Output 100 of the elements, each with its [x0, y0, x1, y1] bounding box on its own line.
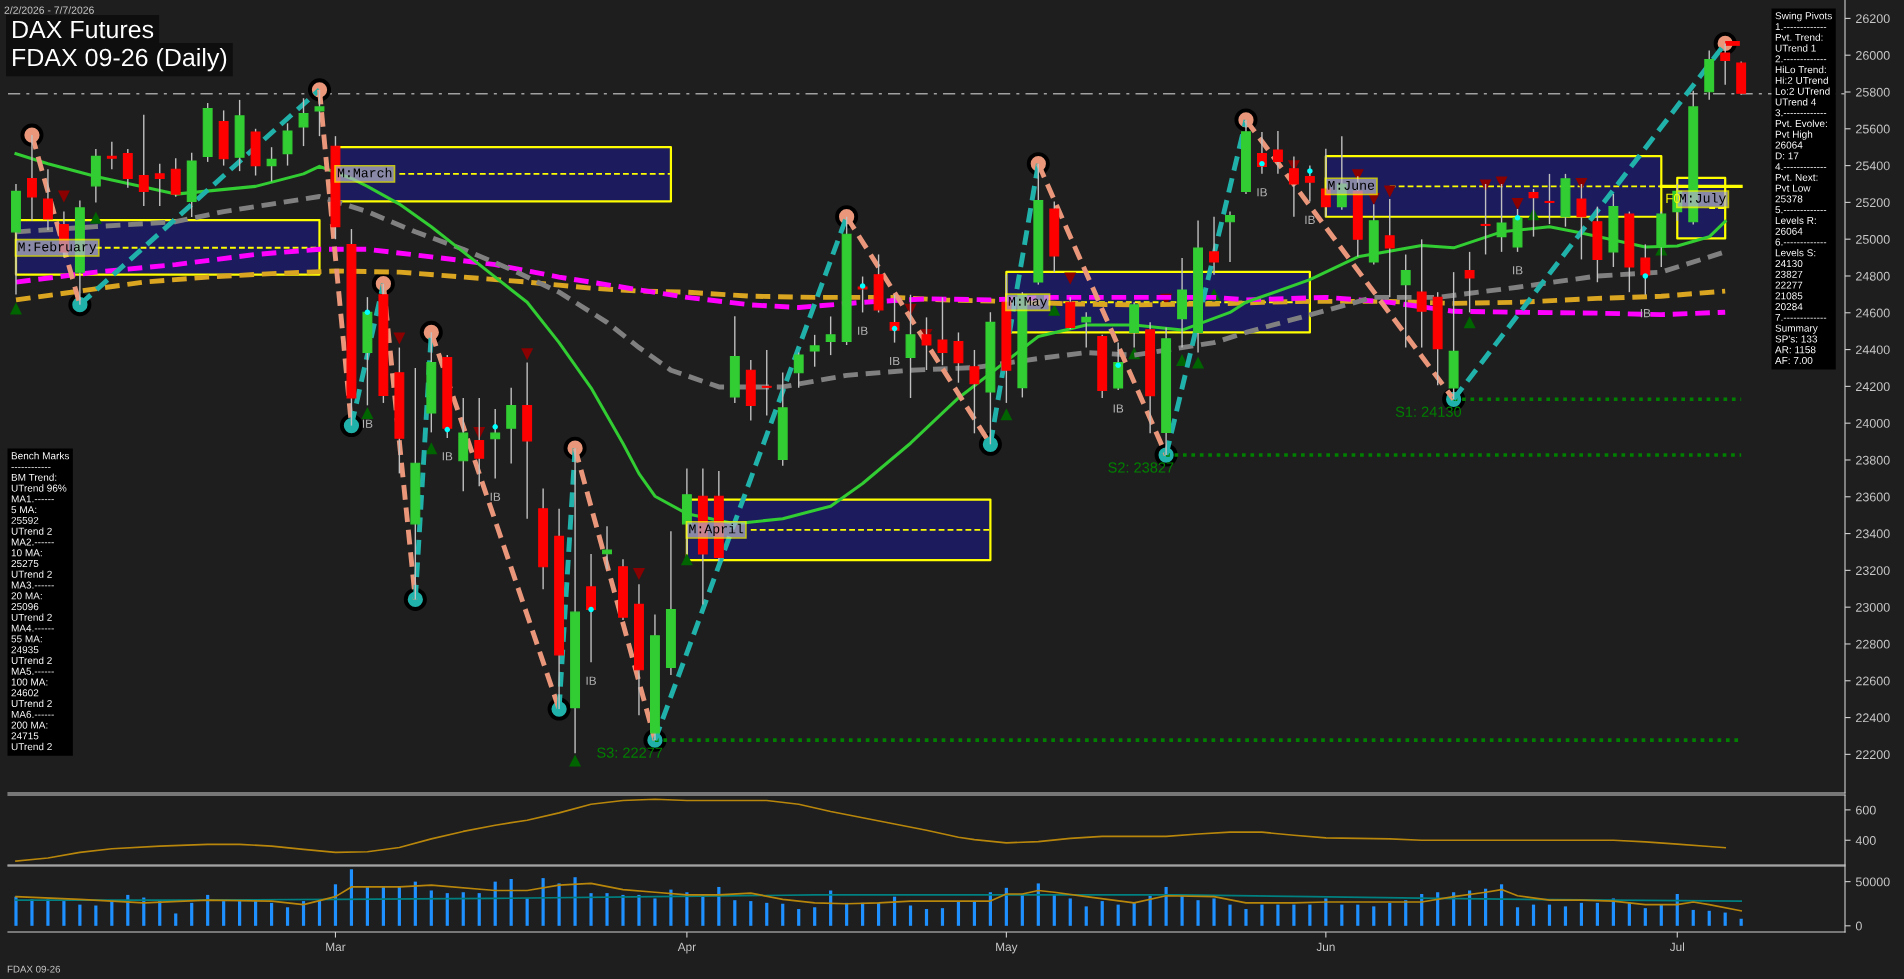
candlestick [138, 114, 149, 207]
x-tick-label: Jul [1669, 942, 1685, 952]
series-label: M:March [337, 167, 392, 178]
x-tick-label: Apr [677, 942, 696, 954]
line-series [15, 882, 1743, 912]
bar [1563, 906, 1568, 926]
bar [621, 894, 625, 926]
bar [1659, 904, 1663, 926]
line-series [15, 798, 1727, 862]
bar [876, 902, 881, 926]
bar [190, 902, 194, 926]
candlestick [1384, 198, 1395, 298]
bar [1260, 904, 1264, 926]
text: IB [362, 419, 373, 428]
point [361, 407, 374, 420]
bar [972, 901, 977, 926]
bar [956, 901, 961, 926]
candlestick [154, 163, 165, 207]
bar [429, 890, 433, 926]
series-label: M:February [18, 241, 97, 254]
text: IB [1513, 266, 1523, 275]
candlestick [937, 296, 948, 366]
bar [1276, 904, 1280, 926]
bar [1515, 907, 1520, 926]
text: IB [1640, 309, 1651, 318]
y-tick-label: 26000 [1856, 51, 1890, 60]
candlestick [490, 408, 501, 480]
bar [1643, 908, 1647, 926]
y-tick-label: 22200 [1856, 750, 1890, 760]
y-tick-label: 22400 [1856, 713, 1890, 723]
text: Bench Marks ------------ BM Trend: UTrend 96% MA1.------ 5 MA: 25592 UTrend 2 MA2.------ 10 MA: 25275 UTrend 2 MA3.------ 20 MA: 25096 UTrend 2 MA4.------ 55 MA: 24935 UTrend 2 MA5.------ 100 MA: 24602 UTrend 2 MA6.------ 200 MA: 24715 UTrend 2 [11, 452, 69, 751]
y-tick-label: 24200 [1856, 382, 1890, 392]
y-tick-label: 25000 [1856, 234, 1890, 244]
y-tick-label: 25200 [1856, 198, 1890, 208]
candlestick [586, 553, 596, 664]
y-tick-label: 23000 [1856, 602, 1890, 612]
bar [1116, 904, 1120, 926]
bar [1212, 898, 1216, 926]
bar [1739, 918, 1743, 926]
bar [573, 877, 577, 926]
bar [1372, 906, 1376, 926]
bar [1388, 902, 1392, 926]
y-tick-label: 50000 [1855, 877, 1890, 887]
candlestick [27, 134, 37, 222]
y-tick-label: 600 [1856, 805, 1876, 815]
point [444, 426, 451, 433]
point [1192, 356, 1205, 369]
bar [1707, 910, 1711, 926]
candlestick [761, 349, 772, 417]
bar [1132, 902, 1136, 926]
bar [908, 905, 913, 926]
bar [1228, 904, 1232, 926]
y-tick-label: 24600 [1856, 308, 1890, 318]
point [364, 309, 371, 316]
bar [301, 901, 306, 926]
text: IB [442, 452, 453, 461]
bar [589, 893, 593, 926]
text: FDAX 09-26 [7, 965, 61, 973]
series-label: S2: 23827 [1108, 462, 1174, 473]
annotation: 2/2/2026 - 7/7/2026 [4, 6, 94, 14]
bar [940, 908, 945, 926]
line-series [15, 894, 1743, 902]
bar [1292, 904, 1296, 926]
candlestick [1209, 216, 1219, 276]
bar [238, 901, 242, 926]
series-label: M:June [1328, 181, 1375, 190]
y-tick-label: 400 [1855, 836, 1876, 845]
text: IB [1305, 215, 1315, 224]
candlestick [602, 525, 612, 570]
candlestick [1464, 251, 1475, 314]
text: IB [890, 356, 900, 366]
bar [78, 904, 82, 926]
bar [861, 902, 865, 926]
candlestick [1416, 238, 1427, 349]
bar [797, 909, 801, 926]
bar [62, 901, 66, 926]
bar [254, 901, 258, 926]
point [521, 348, 534, 361]
bar [1356, 904, 1360, 926]
bar [1436, 892, 1440, 926]
candlestick [953, 331, 964, 384]
bar [781, 903, 785, 926]
series-label: S3: 22277 [597, 747, 663, 758]
bar [1196, 900, 1200, 926]
bar [813, 907, 817, 926]
candlestick [42, 168, 53, 231]
candlestick [1400, 253, 1411, 349]
y-tick-label: 23600 [1856, 492, 1890, 502]
candlestick [282, 122, 293, 167]
candlestick [825, 315, 836, 356]
point [492, 424, 498, 430]
y-tick-label: 23400 [1856, 529, 1890, 539]
y-tick-label: 23800 [1856, 455, 1890, 465]
text: IB [1257, 188, 1267, 197]
series-label: M:July [1679, 193, 1726, 206]
bar [1100, 901, 1104, 926]
point [9, 302, 22, 315]
text: IB [858, 326, 868, 335]
y-tick-label: 26200 [1856, 14, 1890, 24]
bar [30, 899, 34, 926]
